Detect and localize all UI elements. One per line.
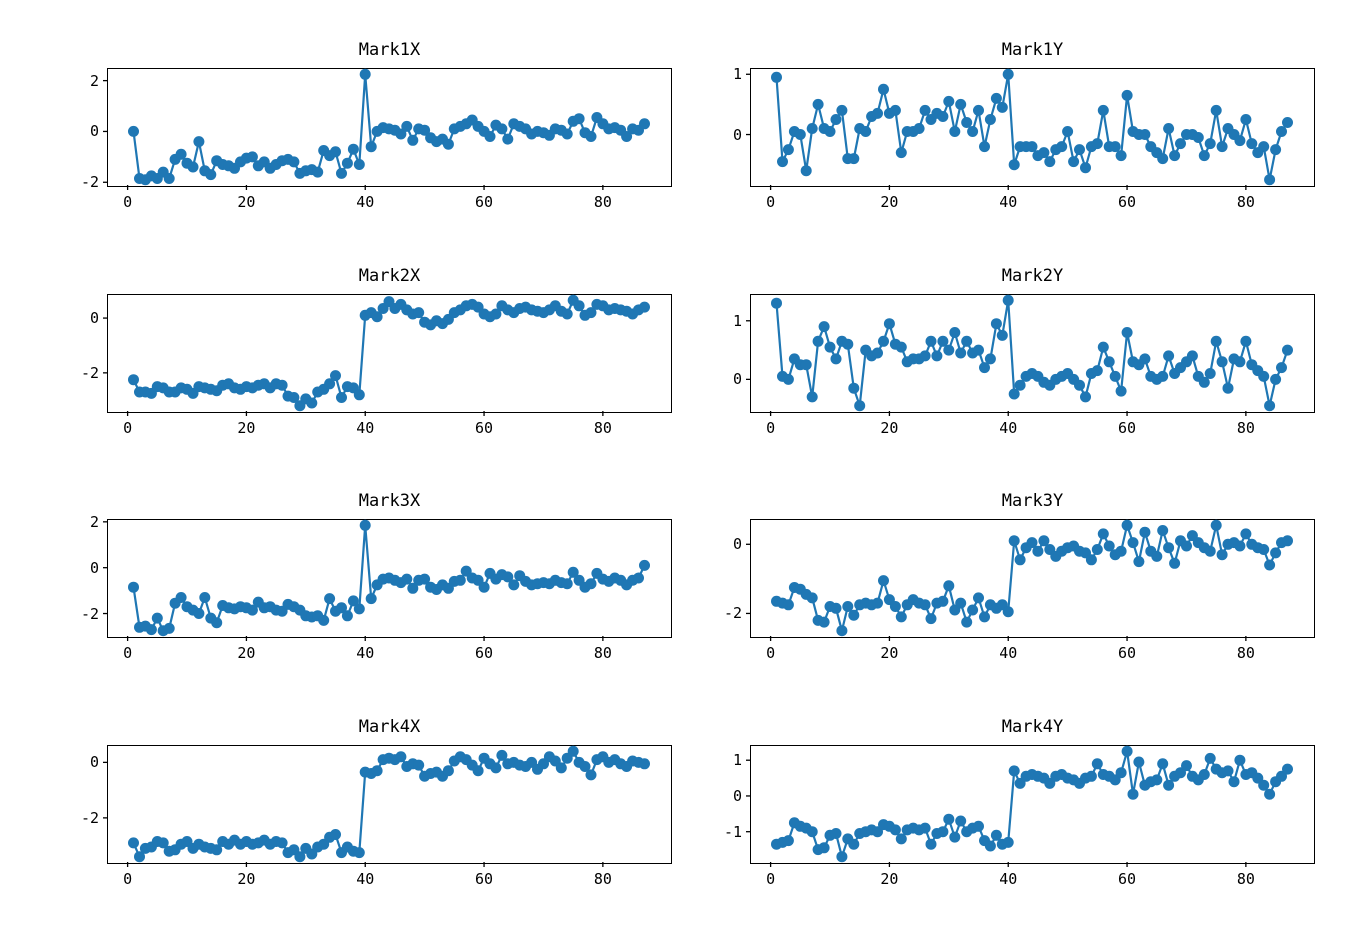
x-tick-label: 60: [475, 870, 494, 888]
x-tick-label: 80: [1236, 193, 1255, 211]
chart-canvas-mark3x: [103, 519, 650, 641]
subplot-mark2x: Mark2X 0 20 40 60 80 -2 0: [81, 266, 672, 437]
x-tick-label: 20: [237, 419, 256, 437]
x-tick-label: 60: [475, 193, 494, 211]
y-tick-label: -2: [80, 604, 99, 623]
x-tick-label: 80: [593, 644, 612, 662]
x-tick-label: 20: [880, 870, 899, 888]
x-tick-label: 40: [999, 644, 1018, 662]
x-tick-label: 20: [880, 419, 899, 437]
y-tick-label: 0: [732, 125, 742, 144]
subplot-mark4x: Mark4X 0 20 40 60 80 -2 0: [81, 717, 672, 888]
y-tick-label: 0: [89, 558, 99, 577]
x-tick-label: 80: [1236, 419, 1255, 437]
y-tick-label: 2: [89, 71, 99, 90]
x-tick-label: 40: [999, 870, 1018, 888]
x-tick-label: 60: [475, 644, 494, 662]
x-tick-label: 0: [123, 193, 133, 211]
x-tick-label: 0: [766, 644, 776, 662]
x-tick-label: 40: [356, 193, 375, 211]
x-tick-label: 80: [593, 870, 612, 888]
x-tick-label: 0: [123, 644, 133, 662]
chart-canvas-mark1y: [746, 68, 1293, 190]
chart-title: Mark3X: [358, 491, 421, 511]
y-tick-label: 0: [89, 753, 99, 772]
y-tick-label: 0: [89, 122, 99, 141]
y-tick-label: 0: [732, 535, 742, 554]
x-tick-label: 80: [1236, 644, 1255, 662]
subplot-mark1x: Mark1X 0 20 40 60 80 -2 0 2: [81, 40, 672, 211]
y-tick-label: 1: [732, 65, 742, 84]
x-tick-label: 20: [880, 644, 899, 662]
chart-title: Mark1Y: [1001, 40, 1064, 60]
y-tick-label: 0: [732, 370, 742, 389]
subplot-mark1y: Mark1Y 0 20 40 60 80 0 1: [733, 40, 1315, 211]
x-tick-label: 60: [1118, 419, 1137, 437]
chart-canvas-mark1x: [103, 68, 650, 190]
x-tick-label: 0: [766, 193, 776, 211]
x-tick-label: 40: [356, 870, 375, 888]
x-tick-label: 60: [475, 419, 494, 437]
x-tick-label: 20: [880, 193, 899, 211]
y-tick-label: 1: [732, 751, 742, 770]
x-tick-label: 80: [593, 193, 612, 211]
x-tick-label: 80: [593, 419, 612, 437]
x-tick-label: 40: [356, 419, 375, 437]
chart-canvas-mark4y: [746, 745, 1293, 867]
chart-title: Mark1X: [358, 40, 421, 60]
y-tick-label: 1: [732, 311, 742, 330]
chart-canvas-mark2x: [103, 294, 650, 416]
chart-canvas-mark2y: [746, 294, 1293, 416]
y-tick-label: -2: [80, 363, 99, 382]
y-tick-label: -2: [723, 604, 742, 623]
x-tick-label: 0: [766, 870, 776, 888]
x-tick-label: 60: [1118, 193, 1137, 211]
y-tick-label: -2: [80, 173, 99, 192]
x-tick-label: 40: [999, 193, 1018, 211]
y-tick-label: 0: [89, 309, 99, 328]
subplot-mark3x: Mark3X 0 20 40 60 80 -2 0 2: [81, 491, 672, 662]
x-tick-label: 20: [237, 870, 256, 888]
x-tick-label: 40: [999, 419, 1018, 437]
chart-title: Mark3Y: [1001, 491, 1064, 511]
x-tick-label: 60: [1118, 644, 1137, 662]
y-tick-label: 0: [732, 786, 742, 805]
x-tick-label: 0: [123, 419, 133, 437]
x-tick-label: 40: [356, 644, 375, 662]
x-tick-label: 60: [1118, 870, 1137, 888]
y-tick-label: 2: [89, 512, 99, 531]
chart-title: Mark4X: [358, 717, 421, 737]
chart-canvas-mark4x: [103, 745, 650, 867]
x-tick-label: 80: [1236, 870, 1255, 888]
chart-canvas-mark3y: [746, 519, 1293, 641]
x-tick-label: 0: [766, 419, 776, 437]
y-tick-label: -2: [80, 808, 99, 827]
y-tick-label: -1: [723, 822, 742, 841]
subplot-mark4y: Mark4Y 0 20 40 60 80 -1 0 1: [724, 717, 1315, 888]
x-tick-label: 20: [237, 193, 256, 211]
chart-title: Mark2X: [358, 266, 421, 286]
chart-title: Mark4Y: [1001, 717, 1064, 737]
x-tick-label: 20: [237, 644, 256, 662]
subplot-mark2y: Mark2Y 0 20 40 60 80 0 1: [733, 266, 1315, 437]
subplot-mark3y: Mark3Y 0 20 40 60 80 -2 0: [724, 491, 1315, 662]
chart-title: Mark2Y: [1001, 266, 1064, 286]
x-tick-label: 0: [123, 870, 133, 888]
